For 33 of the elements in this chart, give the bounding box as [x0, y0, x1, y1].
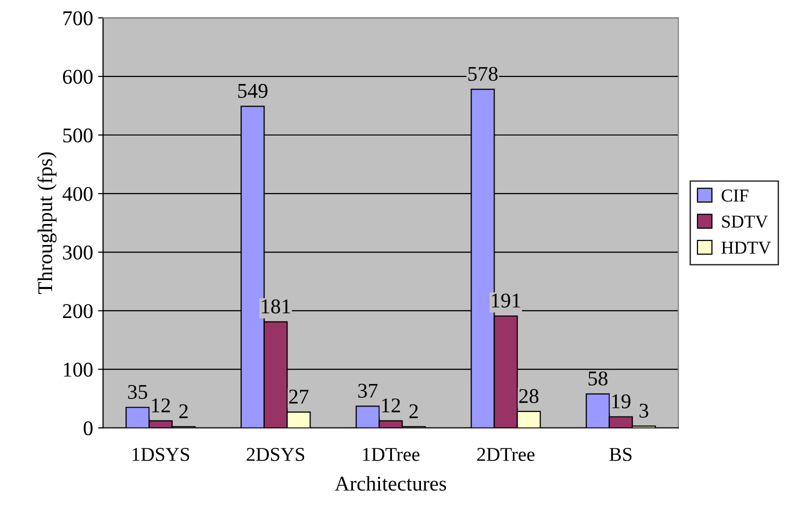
- data-label: 58: [588, 371, 608, 386]
- data-label: 578: [468, 66, 498, 81]
- data-label: 12: [382, 398, 400, 412]
- y-tick-label: 0: [84, 421, 93, 436]
- y-axis-title: Throughput (fps): [37, 152, 57, 294]
- data-label: 181: [262, 299, 290, 314]
- y-tick-label: 500: [63, 128, 93, 142]
- y-tick-label: 400: [62, 186, 93, 202]
- x-axis-title: Architectures: [334, 476, 446, 491]
- data-label: 2: [409, 404, 418, 418]
- x-tick-label: 2DTree: [477, 448, 534, 462]
- legend-label: SDTV: [722, 216, 768, 228]
- x-tick-label: 1DSYS: [132, 448, 190, 462]
- data-label: 28: [519, 389, 538, 404]
- data-label: 27: [289, 390, 308, 404]
- data-label: 35: [128, 384, 148, 399]
- x-tick-label: 2DSYS: [246, 448, 304, 462]
- data-label: 2: [179, 404, 188, 418]
- y-tick-label: 100: [64, 362, 93, 377]
- data-label: 3: [640, 404, 648, 418]
- x-tick-label: 1DTree: [363, 448, 420, 462]
- legend-label: HDTV: [721, 242, 771, 254]
- data-label: 191: [492, 294, 520, 308]
- data-label: 549: [238, 84, 268, 98]
- y-tick-label: 300: [63, 246, 93, 260]
- data-label: 37: [358, 384, 378, 398]
- x-tick-label: BS: [609, 448, 632, 462]
- data-label: 12: [152, 398, 170, 412]
- y-tick-label: 700: [63, 11, 93, 26]
- y-tick-label: 600: [62, 70, 93, 84]
- y-tick-label: 200: [63, 304, 93, 318]
- legend-label: CIF: [722, 190, 748, 202]
- data-label: 19: [612, 394, 630, 408]
